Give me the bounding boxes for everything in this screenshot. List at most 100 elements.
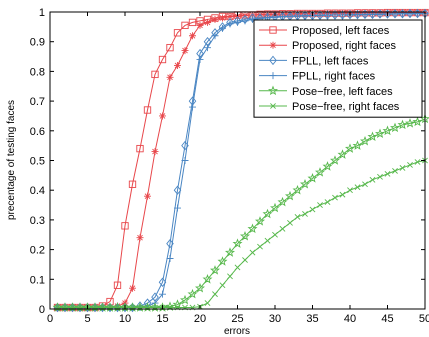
data-point bbox=[187, 288, 198, 299]
data-point bbox=[227, 273, 233, 280]
legend-marker bbox=[269, 72, 277, 80]
x-tick-label: 20 bbox=[194, 313, 206, 325]
y-axis: 0 0.1 0.2 0.3 0.4 0.5 0.6 0.7 0.8 0.9 1 bbox=[30, 7, 425, 316]
data-point bbox=[158, 277, 167, 287]
data-point bbox=[352, 140, 363, 150]
data-point bbox=[254, 216, 266, 226]
data-point bbox=[406, 10, 414, 18]
data-point bbox=[323, 10, 332, 20]
data-point bbox=[300, 178, 310, 189]
data-point bbox=[377, 173, 383, 180]
data-point bbox=[129, 284, 136, 292]
data-point bbox=[369, 176, 376, 183]
data-point bbox=[217, 256, 228, 266]
data-point bbox=[301, 12, 309, 20]
data-point bbox=[189, 103, 196, 111]
data-point bbox=[232, 238, 243, 248]
data-point bbox=[249, 15, 256, 23]
data-point bbox=[195, 282, 205, 293]
data-point bbox=[345, 143, 355, 153]
y-axis-label: precentage of testing faces bbox=[6, 100, 17, 220]
legend-label: Pose−free, right faces bbox=[292, 101, 400, 113]
data-point bbox=[362, 181, 368, 188]
data-point bbox=[337, 149, 348, 159]
data-point bbox=[412, 116, 423, 127]
data-point bbox=[204, 18, 211, 26]
data-point bbox=[309, 206, 316, 213]
legend-label: Pose−free, left faces bbox=[292, 86, 393, 98]
data-point bbox=[338, 10, 347, 20]
data-point bbox=[166, 73, 174, 81]
y-tick-label: 0.2 bbox=[30, 245, 45, 257]
data-point bbox=[317, 202, 323, 208]
data-point bbox=[331, 11, 339, 19]
data-point bbox=[166, 43, 174, 52]
data-point bbox=[331, 10, 339, 20]
data-point bbox=[204, 44, 211, 52]
x-tick-label: 10 bbox=[119, 313, 131, 325]
legend-label: FPLL, left faces bbox=[292, 55, 369, 67]
data-point bbox=[136, 234, 144, 242]
data-point bbox=[392, 167, 398, 174]
data-point bbox=[361, 9, 369, 20]
y-tick-label: 0.1 bbox=[30, 274, 45, 286]
data-point bbox=[189, 32, 196, 40]
data-point bbox=[173, 185, 182, 195]
data-point bbox=[204, 300, 211, 306]
data-point bbox=[143, 106, 152, 114]
data-point bbox=[286, 12, 294, 20]
data-point bbox=[307, 173, 318, 183]
legend-entry: Pose−free, left faces bbox=[259, 85, 393, 98]
data-point bbox=[159, 112, 166, 120]
data-point bbox=[219, 282, 226, 289]
data-point bbox=[339, 191, 346, 198]
data-point bbox=[277, 196, 288, 207]
x-tick-label: 50 bbox=[419, 313, 429, 325]
data-point bbox=[225, 247, 235, 257]
data-point bbox=[181, 21, 189, 30]
data-point bbox=[262, 208, 273, 219]
data-point bbox=[285, 190, 295, 201]
data-point bbox=[196, 56, 204, 64]
data-point bbox=[330, 155, 340, 165]
y-tick-label: 0.6 bbox=[30, 126, 45, 138]
data-point bbox=[316, 10, 324, 20]
data-point bbox=[144, 192, 151, 200]
data-point bbox=[256, 11, 264, 19]
data-point bbox=[151, 70, 159, 79]
data-point bbox=[390, 122, 400, 133]
data-point bbox=[166, 255, 174, 263]
data-point bbox=[407, 162, 413, 168]
x-tick-label: 45 bbox=[381, 313, 393, 325]
legend: Proposed, left faces Proposed, right face… bbox=[253, 19, 423, 118]
data-point bbox=[383, 9, 392, 19]
data-point bbox=[375, 128, 385, 139]
data-point bbox=[382, 125, 393, 136]
data-point bbox=[181, 47, 189, 55]
x-tick-label: 25 bbox=[231, 313, 243, 325]
data-point bbox=[234, 264, 241, 271]
y-tick-label: 0.8 bbox=[30, 66, 45, 78]
data-point bbox=[239, 230, 251, 241]
y-tick-label: 0.4 bbox=[30, 185, 45, 197]
data-point bbox=[173, 29, 182, 37]
x-tick-label: 30 bbox=[269, 313, 281, 325]
data-point bbox=[324, 199, 331, 205]
data-point bbox=[188, 18, 197, 27]
data-point bbox=[180, 294, 190, 305]
data-point bbox=[324, 11, 331, 19]
data-point bbox=[294, 214, 301, 220]
data-point bbox=[219, 24, 226, 32]
data-point bbox=[376, 9, 384, 19]
data-point bbox=[241, 17, 249, 25]
x-axis: 0 5 10 15 20 25 30 35 40 45 50 bbox=[47, 12, 429, 325]
data-point bbox=[249, 249, 256, 256]
data-point bbox=[322, 161, 333, 171]
legend-marker bbox=[269, 55, 277, 66]
legend-entry: FPLL, right faces bbox=[259, 71, 376, 83]
data-point bbox=[151, 148, 159, 156]
data-point bbox=[367, 131, 378, 142]
data-point bbox=[249, 11, 256, 19]
y-tick-label: 0.5 bbox=[30, 156, 45, 168]
